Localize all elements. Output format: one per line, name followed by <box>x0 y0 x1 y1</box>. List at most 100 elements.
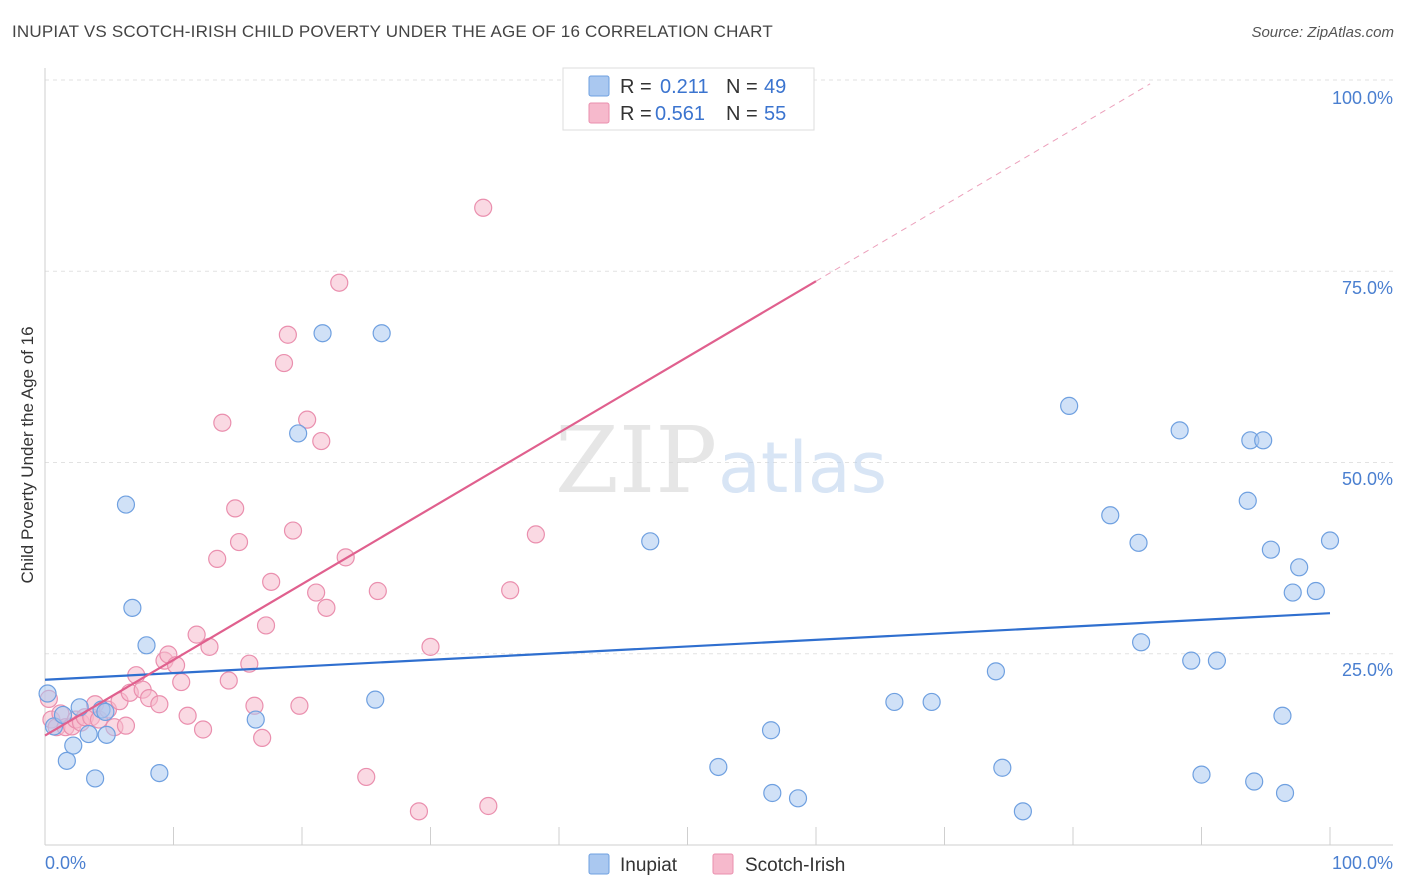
scotch-irish-point-15 <box>116 716 136 735</box>
inupiat-point-41 <box>1254 431 1273 450</box>
inupiat-point-43 <box>1273 706 1292 725</box>
correlation-legend: R = 0.211 N = 49 R = 0.561 N = 55 <box>562 67 815 131</box>
inupiat-point-13 <box>137 636 156 655</box>
scotch-irish-point-56 <box>526 525 545 544</box>
chart-title: INUPIAT VS SCOTCH-IRISH CHILD POVERTY UN… <box>12 22 773 41</box>
inupiat-point-26 <box>922 692 941 712</box>
inupiat-point-24 <box>788 789 808 808</box>
scotch-irish-point-46 <box>317 598 336 617</box>
scotch-irish-point-54 <box>479 796 498 816</box>
inupiat-point-40 <box>1245 772 1264 791</box>
inupiat-point-6 <box>79 724 98 744</box>
inupiat-point-7 <box>86 769 105 788</box>
bottom-legend-swatch-scotch-irish <box>712 853 734 875</box>
inupiat-point-44 <box>1275 783 1295 803</box>
y-tick-label-25: 25.0% <box>1342 660 1393 680</box>
inupiat-point-32 <box>1129 533 1148 552</box>
scotch-irish-point-53 <box>474 198 493 217</box>
scotch-irish-point-51 <box>409 802 429 821</box>
bottom-legend-swatch-inupiat <box>588 853 610 875</box>
legend-r-value-scotch-irish: 0.561 <box>655 103 705 125</box>
inupiat-point-5 <box>70 698 89 717</box>
watermark-zip: ZIP <box>555 407 717 514</box>
watermark-atlas: atlas <box>718 427 887 509</box>
inupiat-point-3 <box>57 751 76 770</box>
scotch-irish-point-43 <box>298 410 317 429</box>
trend-lines <box>44 83 1331 737</box>
series-legend: Inupiat Scotch-Irish <box>588 853 845 876</box>
scotch-irish-trend-extension <box>815 83 1151 282</box>
inupiat-point-12 <box>123 598 142 617</box>
inupiat-point-22 <box>761 721 781 740</box>
scotch-irish-point-36 <box>253 728 272 748</box>
scotch-irish-point-25 <box>178 706 197 725</box>
legend-n-value-inupiat: 49 <box>764 76 786 98</box>
inupiat-point-46 <box>1290 558 1309 577</box>
inupiat-point-15 <box>289 424 308 443</box>
inupiat-point-36 <box>1192 765 1211 784</box>
inupiat-trend-line <box>44 612 1331 681</box>
scotch-irish-point-31 <box>219 671 238 690</box>
bottom-legend-label-scotch-irish: Scotch-Irish <box>745 855 845 876</box>
inupiat-point-38 <box>1238 491 1257 510</box>
x-tick-label-100: 100.0% <box>1332 853 1393 873</box>
scotch-irish-point-37 <box>256 616 276 635</box>
inupiat-point-45 <box>1283 583 1302 602</box>
legend-n-label-scotch-irish: N = <box>726 103 758 125</box>
source-label: Source: ZipAtlas.com <box>1251 24 1394 41</box>
gridlines <box>45 79 1393 655</box>
inupiat-point-35 <box>1182 651 1201 670</box>
legend-r-value-inupiat: 0.211 <box>660 76 709 98</box>
legend-r-label-scotch-irish: R = <box>620 103 652 125</box>
scotch-irish-point-24 <box>172 672 191 692</box>
scotch-irish-point-33 <box>229 532 249 552</box>
x-axis-ticks <box>44 827 1331 845</box>
inupiat-point-9 <box>96 702 115 721</box>
scotch-irish-point-32 <box>226 499 245 518</box>
scotch-irish-point-50 <box>368 581 387 601</box>
scotch-irish-point-55 <box>501 581 520 600</box>
inupiat-point-29 <box>1013 802 1032 821</box>
inupiat-point-25 <box>885 692 904 712</box>
legend-r-label-inupiat: R = <box>620 76 652 98</box>
scotch-irish-point-42 <box>290 696 309 715</box>
scotch-irish-point-40 <box>278 325 297 344</box>
inupiat-point-0 <box>38 684 57 703</box>
x-tick-label-0: 0.0% <box>45 853 86 873</box>
scotch-irish-point-47 <box>330 273 349 292</box>
legend-n-value-scotch-irish: 55 <box>764 103 786 125</box>
inupiat-point-20 <box>641 532 660 551</box>
inupiat-points <box>38 324 1340 821</box>
legend-swatch-scotch-irish <box>588 102 610 124</box>
inupiat-point-34 <box>1170 421 1189 440</box>
inupiat-point-21 <box>709 757 728 777</box>
inupiat-point-11 <box>116 495 136 514</box>
inupiat-point-18 <box>366 690 385 709</box>
inupiat-point-10 <box>97 725 116 744</box>
inupiat-point-17 <box>313 324 332 343</box>
inupiat-point-23 <box>763 783 782 803</box>
y-tick-label-75: 75.0% <box>1342 278 1393 298</box>
scotch-irish-point-29 <box>208 549 227 568</box>
y-axis-label: Child Poverty Under the Age of 16 <box>18 326 37 583</box>
scotch-irish-point-27 <box>193 720 213 739</box>
inupiat-point-16 <box>246 710 265 729</box>
inupiat-point-19 <box>372 324 391 343</box>
inupiat-point-31 <box>1101 506 1120 525</box>
scotch-irish-point-41 <box>283 521 303 540</box>
scotch-irish-point-30 <box>213 413 232 432</box>
legend-n-label-inupiat: N = <box>726 76 758 98</box>
scotch-irish-point-20 <box>150 695 169 714</box>
scotch-irish-point-44 <box>307 583 326 602</box>
scotch-irish-point-49 <box>357 767 376 787</box>
inupiat-point-33 <box>1132 633 1151 652</box>
inupiat-point-2 <box>53 705 73 725</box>
scotch-irish-point-52 <box>421 637 440 656</box>
inupiat-point-4 <box>64 736 83 755</box>
inupiat-point-42 <box>1261 540 1280 559</box>
inupiat-point-48 <box>1320 531 1340 550</box>
inupiat-point-47 <box>1306 581 1325 601</box>
scotch-irish-point-39 <box>274 353 294 373</box>
watermark: ZIP atlas <box>555 407 887 514</box>
